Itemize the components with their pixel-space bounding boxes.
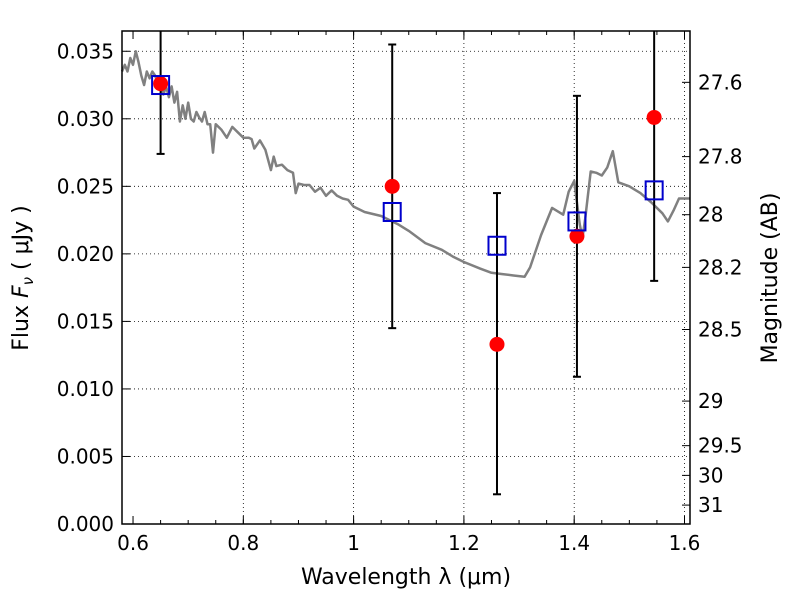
y-tick-label: 0.035 [57,39,114,63]
y-axis-label: Flux Fν ( μJy ) [9,205,37,350]
y-axis-label-subscript: ν [19,277,37,285]
x-axis-label: Wavelength λ (μm) [301,565,511,590]
magnitude-tick-label: 31 [698,493,723,517]
model-photometry-point [487,235,507,256]
magnitude-axis-ticks: 27.6 27.8 28 28.2 28.5 29 29.5 30 31 [682,70,743,517]
observed-point [569,228,585,244]
y-axis-ticks: 0.000 0.005 0.010 0.015 0.020 0.025 0.030 0.035 [57,39,130,536]
y-tick-label: 0.000 [57,512,114,536]
y-tick-label: 0.005 [57,444,114,468]
magnitude-tick-label: 28.2 [698,255,743,279]
x-axis-ticks: 0.6 0.8 1 1.2 1.4 1.6 [117,31,700,555]
magnitude-tick-label: 30 [698,463,723,487]
model-photometry-point [151,75,171,96]
x-tick-label: 1 [347,531,360,555]
magnitude-tick-label: 28 [698,203,723,227]
model-photometry-point [382,201,402,222]
model-photometry-point [644,180,664,201]
y-tick-label: 0.010 [57,377,114,401]
y-axis-label-symbol: F [9,285,34,298]
magnitude-tick-label: 27.6 [698,70,743,94]
magnitude-tick-label: 29.5 [698,434,743,458]
observed-points-layer [153,76,662,352]
x-tick-label: 0.6 [117,531,149,555]
observed-point [153,76,169,92]
model-photometry-layer [151,75,664,256]
model-photometry-point [567,211,587,232]
plot-frame [121,30,691,525]
magnitude-tick-label: 29 [698,389,723,413]
y-tick-label: 0.015 [57,309,114,333]
observed-point [646,109,662,125]
y-tick-label: 0.020 [57,242,114,266]
x-tick-label: 0.8 [227,531,259,555]
x-tick-label: 1.4 [558,531,590,555]
y-tick-label: 0.025 [57,174,114,198]
x-tick-label: 1.6 [669,531,701,555]
magnitude-tick-label: 28.5 [698,318,743,342]
observed-point [489,336,505,352]
magnitude-axis-label: Magnitude (AB) [758,193,783,364]
y-tick-label: 0.030 [57,107,114,131]
x-tick-label: 1.2 [448,531,480,555]
magnitude-tick-label: 27.8 [698,145,743,169]
grid-lines [122,31,690,524]
y-axis-label-unit: ( μJy ) [9,205,34,277]
y-axis-label-text: Flux [9,298,34,351]
observed-point [384,178,400,194]
